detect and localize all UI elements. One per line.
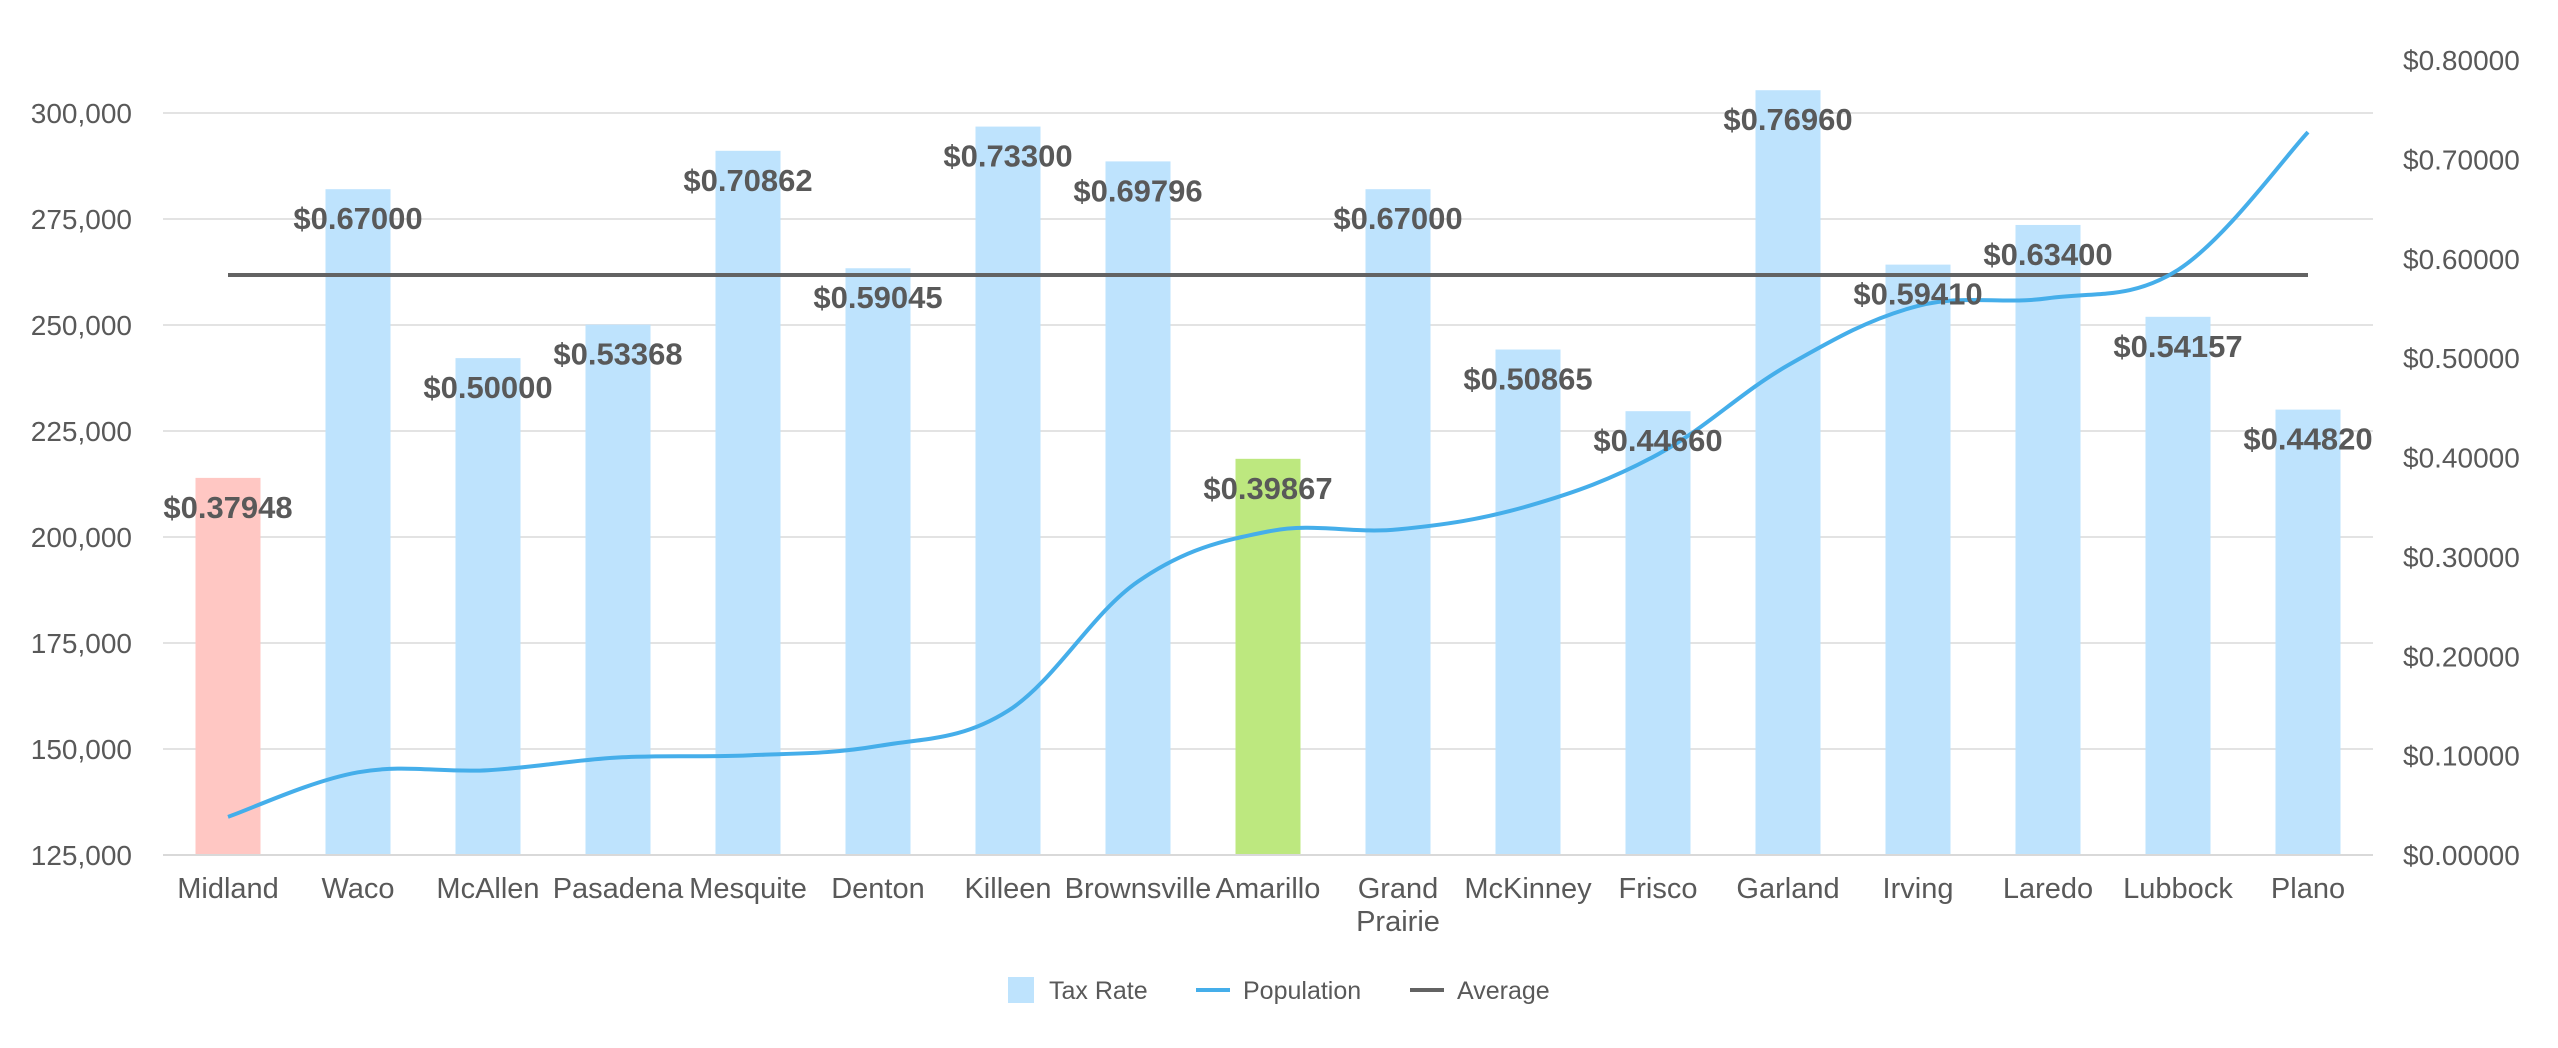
population-line-group [227, 130, 2310, 819]
category-label: Garland [1736, 873, 1839, 905]
category-label: Plano [2271, 873, 2345, 905]
legend-label-population: Population [1243, 977, 1361, 1005]
category-label: Pasadena [553, 873, 684, 905]
tax-rate-bar [2015, 224, 2081, 855]
category-label: Grand [1358, 873, 1439, 905]
tax-rate-bar [715, 150, 781, 856]
tax-rate-bar [1885, 264, 1951, 855]
category-label: Irving [1883, 873, 1954, 905]
legend-label-tax-rate: Tax Rate [1049, 977, 1148, 1005]
bar-data-labels: $0.37948 $0.67000 $0.50000$0.53368 $0.70862… [163, 102, 2372, 525]
tax-rate-data-label: $0.73300 [943, 139, 1072, 174]
y-right-tick-label: $0.20000 [2403, 641, 2520, 672]
tax-rate-data-label: $0.59410 [1853, 277, 1982, 312]
tax-rate-bar [1235, 458, 1301, 855]
tax-rate-bar [195, 477, 261, 855]
y-right-tick-label: $0.50000 [2403, 343, 2520, 374]
tax-rate-data-label: $0.67000 [293, 201, 422, 236]
tax-rate-bar [455, 358, 521, 855]
y-right-tick-label: $0.70000 [2403, 144, 2520, 175]
tax-rate-data-label: $0.59045 [813, 280, 942, 315]
tax-rate-data-label: $0.69796 [1073, 173, 1202, 208]
legend-label-average: Average [1457, 977, 1550, 1005]
tax-rate-data-label: $0.44660 [1593, 423, 1722, 458]
y-right-tick-label: $0.30000 [2403, 542, 2520, 573]
axes: 125,000 150,000 175,000 200,000 225,000 250,0… [31, 45, 2520, 938]
tax-rate-data-label: $0.70862 [683, 163, 812, 198]
tax-rate-bar [1625, 411, 1691, 855]
y-left-tick-label: 200,000 [31, 522, 132, 553]
legend[interactable]: Tax Rate Population Average [1008, 977, 1550, 1005]
category-label: Waco [321, 873, 394, 905]
tax-rate-bar [1105, 161, 1171, 856]
tax-rate-bar [845, 268, 911, 855]
category-label: Laredo [2003, 873, 2093, 905]
category-label: Frisco [1619, 873, 1698, 905]
tax-rate-bar [2145, 316, 2211, 855]
y-right-tick-label: $0.10000 [2403, 741, 2520, 772]
category-label: McAllen [436, 873, 539, 905]
tax-rate-bar [1365, 189, 1431, 855]
tax-rate-bar [585, 324, 651, 855]
tax-rate-bar [975, 126, 1041, 856]
category-label: Lubbock [2123, 873, 2233, 905]
tax-rate-bars [195, 90, 2341, 856]
category-label: Midland [177, 873, 279, 905]
category-label: Mesquite [689, 873, 807, 905]
tax-rate-data-label: $0.76960 [1723, 102, 1852, 137]
tax-rate-bar [1755, 90, 1821, 855]
y-left-tick-label: 175,000 [31, 628, 132, 659]
y-left-tick-label: 125,000 [31, 840, 132, 871]
y-left-tick-label: 250,000 [31, 310, 132, 341]
y-left-tick-label: 225,000 [31, 416, 132, 447]
y-right-tick-label: $0.00000 [2403, 840, 2520, 871]
tax-rate-data-label: $0.53368 [553, 337, 682, 372]
population-line [227, 130, 2310, 819]
y-left-tick-label: 275,000 [31, 204, 132, 235]
category-label: Denton [831, 873, 925, 905]
tax-rate-bar [325, 189, 391, 855]
y-left-tick-label: 150,000 [31, 734, 132, 765]
category-label: Killeen [964, 873, 1051, 905]
tax-rate-data-label: $0.50000 [423, 370, 552, 405]
tax-rate-bar [2275, 409, 2341, 855]
tax-rate-data-label: $0.54157 [2113, 329, 2242, 364]
category-label: Brownsville [1065, 873, 1212, 905]
category-label: Prairie [1356, 906, 1440, 938]
y-left-tick-label: 300,000 [31, 98, 132, 129]
y-right-tick-label: $0.60000 [2403, 244, 2520, 275]
category-label: McKinney [1464, 873, 1592, 905]
tax-rate-data-label: $0.50865 [1463, 362, 1592, 397]
legend-swatch-tax-rate [1008, 977, 1034, 1003]
tax-rate-data-label: $0.67000 [1333, 201, 1462, 236]
category-label: Amarillo [1216, 873, 1321, 905]
tax-rate-data-label: $0.63400 [1983, 237, 2112, 272]
tax-rate-data-label: $0.39867 [1203, 471, 1332, 506]
tax-rate-bar [1495, 349, 1561, 855]
y-right-tick-label: $0.40000 [2403, 443, 2520, 474]
y-right-tick-label: $0.80000 [2403, 45, 2520, 76]
tax-rate-data-label: $0.37948 [163, 490, 292, 525]
tax-rate-data-label: $0.44820 [2243, 422, 2372, 457]
